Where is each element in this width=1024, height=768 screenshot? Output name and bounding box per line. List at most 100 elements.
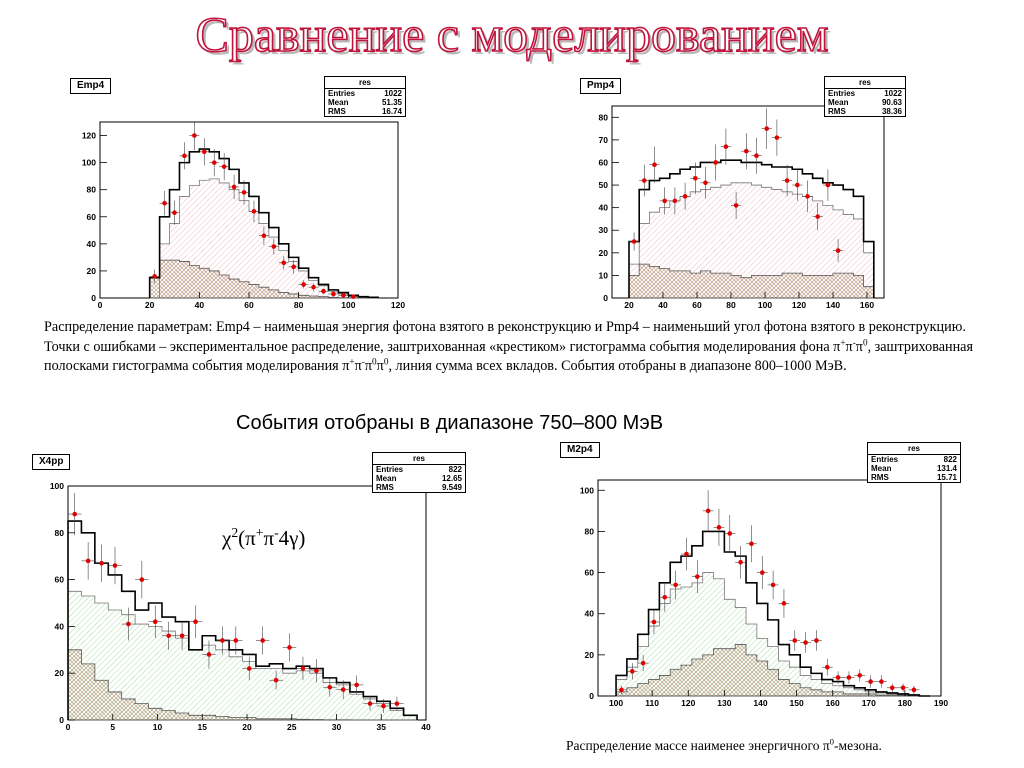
m2p4-ytick-label: 20 [585,650,595,660]
m2p4-data-point [648,609,660,635]
emp4-data-point [318,288,329,294]
m2p4-data-point [713,508,725,546]
x4pp-stats-row: RMS 9.549 [376,483,462,492]
x4pp-xtick-label: 5 [110,722,115,732]
m2p4-data-point [778,589,790,618]
x4pp-data-point [363,696,377,711]
m2p4-data-point [659,582,671,612]
pmp4-xtick-label: 60 [692,300,702,310]
m2p4-stats-row: Entries 822 [871,455,957,464]
pmp4-ytick-label: 10 [599,270,609,280]
emp4-data-point [229,174,240,200]
x4pp-data-point [282,633,297,662]
m2p4-xtick-label: 100 [609,698,623,708]
x4pp-data-point [349,675,364,695]
m2p4-data-point [886,683,898,692]
emp4-data-point [169,200,180,225]
x4pp-data-point [161,621,176,650]
m2p4-xtick-label: 150 [789,698,803,708]
x4pp-ytick-label: 60 [55,575,65,585]
pmp4-data-point [741,133,752,170]
pmp4-xtick-label: 80 [726,300,736,310]
emp4-data-point [258,226,269,246]
x4pp-data-point [148,605,162,639]
m2p4-stats-box: res Entries 822 Mean 131.4 RMS 15.71 [867,442,961,483]
m2p4-data-point [876,675,887,688]
x4pp-data-point [202,640,216,669]
emp4-ytick-label: 0 [91,293,96,303]
pmp4-data-point [731,191,742,219]
caption-m2p4: Распределение массе наименее энергичного… [566,736,882,753]
x4pp-xtick-label: 35 [377,722,387,732]
pmp4-data-point [690,162,701,195]
slide-title: Сравнение с моделированием [195,5,830,63]
emp4-name-label: Emp4 [70,78,112,94]
pmp4-data-point [720,128,731,165]
pmp4-ytick-label: 60 [599,157,609,167]
pmp4-data-point [669,187,680,215]
chi2-formula: χ2(π+π-4γ) [222,525,306,550]
emp4-xtick-label: 0 [98,300,103,310]
m2p4-data-point [865,675,877,688]
x4pp-data-point [121,607,136,641]
pmp4-data-point [812,203,823,231]
m2p4-plot: 100 110 120 130 140 150 160 170 180 190 0 20 40 60 80 1… [580,479,948,708]
x4pp-stats-row: Entries 822 [376,465,462,474]
pmp4-data-point [802,180,813,213]
x4pp-stats-title: res [373,453,465,465]
m2p4-data-point [681,537,692,571]
m2p4-data-point [670,570,682,600]
pmp4-ytick-label: 0 [603,293,608,303]
pmp4-data-point [680,182,691,210]
pmp4-ytick-label: 20 [599,248,609,258]
pmp4-ytick-label: 80 [599,112,609,122]
emp4-stats-title: res [325,77,405,89]
m2p4-data-point [908,685,920,694]
x4pp-data-point [135,560,149,599]
m2p4-background-hist [615,644,931,697]
emp4-data-point [249,200,259,223]
m2p4-xtick-label: 130 [717,698,731,708]
pmp4-signal-hist [628,182,875,299]
m2p4-data-point [691,560,703,594]
x4pp-xtick-label: 20 [242,722,252,732]
pmp4-stats-row: RMS 38.36 [828,107,902,116]
x4pp-data-point [309,659,324,683]
emp4-stats-row: Entries 1022 [328,89,402,98]
x4pp-data-point [188,605,203,639]
x4pp-xtick-label: 40 [421,722,431,732]
emp4-xtick-label: 80 [294,300,304,310]
m2p4-data-point [832,671,844,684]
emp4-data-point [298,280,309,289]
pmp4-plot: 20 40 60 80 100 120 140 160 0 10 20 30 40 50 60 70 80 [599,105,885,310]
m2p4-data-point [897,683,909,692]
emp4-stats-row: RMS 16.74 [328,107,402,116]
m2p4-data-point [626,663,638,680]
pmp4-data-point [710,144,721,181]
pmp4-data-point [833,239,844,262]
x4pp-data-point [255,626,270,655]
pmp4-stats-row: Entries 1022 [828,89,902,98]
emp4-data-point [239,180,249,205]
emp4-stats-box: res Entries 1022 Mean 51.35 RMS 16.74 [324,76,406,117]
m2p4-data-point [735,545,747,579]
m2p4-name-label: M2p4 [560,442,600,458]
pmp4-xtick-label: 160 [860,300,874,310]
m2p4-data-point [843,671,855,684]
m2p4-data-point [756,556,768,590]
emp4-sum-hist [148,148,379,299]
pmp4-name-label: Pmp4 [580,78,622,94]
pmp4-data-point [659,187,670,215]
emp4-data-point [288,260,299,274]
pmp4-ytick-label: 30 [599,225,609,235]
m2p4-xtick-label: 110 [645,698,659,708]
m2p4-data-point [811,630,822,651]
m2p4-stats-row: Mean 131.4 [871,464,957,473]
m2p4-data-point [821,658,833,676]
x4pp-data-point [376,698,391,713]
pmp4-data-point [639,164,650,197]
x4pp-data-point [108,546,122,585]
pmp4-xtick-label: 120 [792,300,806,310]
pmp4-background-hist [628,263,875,299]
pmp4-data-point [761,108,772,149]
